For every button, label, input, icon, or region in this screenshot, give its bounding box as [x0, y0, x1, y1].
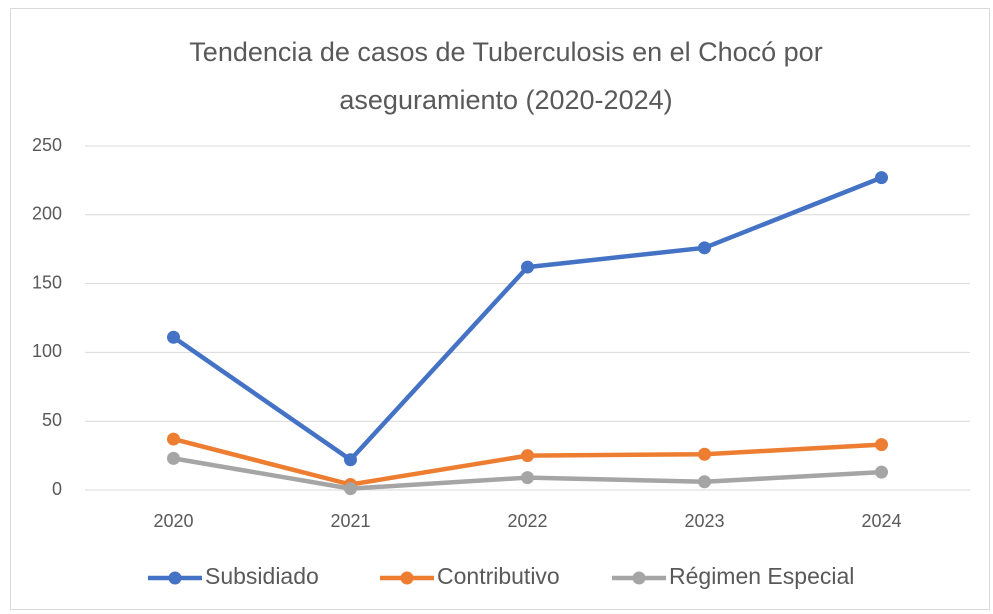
- data-point: [344, 482, 357, 496]
- x-tick-label: 2021: [330, 511, 370, 531]
- data-point: [344, 453, 357, 467]
- y-tick-label: 150: [32, 272, 62, 292]
- legend-label: Subsidiado: [205, 563, 319, 589]
- data-point: [521, 260, 534, 274]
- legend-label: Régimen Especial: [669, 563, 854, 589]
- y-tick-label: 200: [32, 204, 62, 224]
- data-point: [167, 451, 180, 465]
- x-tick-label: 2020: [153, 511, 193, 531]
- data-point: [875, 171, 888, 185]
- series-line: [172, 175, 883, 462]
- data-point: [698, 475, 711, 489]
- x-tick-label: 2023: [684, 511, 724, 531]
- chart-title: Tendencia de casos de Tuberculosis en el…: [189, 37, 823, 115]
- data-point: [521, 471, 534, 485]
- y-tick-label: 250: [32, 135, 62, 155]
- y-tick-label: 50: [42, 410, 62, 430]
- y-tick-label: 0: [52, 479, 62, 499]
- data-point: [875, 438, 888, 452]
- legend-label: Contributivo: [437, 563, 560, 589]
- data-point: [167, 432, 180, 446]
- data-point: [698, 447, 711, 461]
- x-tick-label: 2022: [507, 511, 547, 531]
- legend-marker: [400, 571, 414, 585]
- data-point: [698, 241, 711, 255]
- x-tick-label: 2024: [861, 511, 901, 531]
- chart-frame: [10, 8, 990, 610]
- data-point: [167, 330, 180, 344]
- legend-marker: [168, 571, 182, 585]
- data-point: [875, 465, 888, 479]
- data-point: [521, 449, 534, 463]
- y-tick-label: 100: [32, 341, 62, 361]
- legend-marker: [632, 571, 646, 585]
